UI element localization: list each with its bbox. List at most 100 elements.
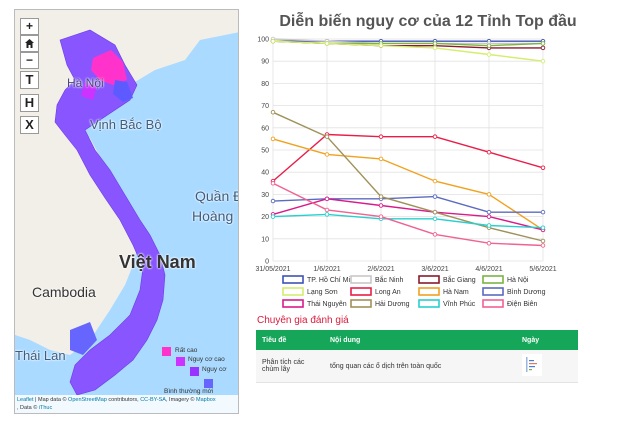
data-point: [324, 134, 330, 139]
data-point: [270, 198, 276, 204]
label-vietnam: Việt Nam: [119, 252, 196, 272]
row-thumbnail-cell[interactable]: [516, 350, 578, 383]
expert-heading: Chuyên gia đánh giá: [257, 315, 349, 326]
expert-table: Tiêu đề Nội dung Ngày Phân tích các chùm …: [256, 330, 578, 383]
chart-thumbnail-icon[interactable]: [522, 354, 542, 376]
column-header-date: Ngày: [516, 330, 578, 350]
legend-label-risk: Nguy cơ: [202, 366, 227, 373]
row-title-line: chùm lây: [262, 366, 291, 373]
data-point: [432, 178, 438, 184]
label-islands-2: Hoàng: [192, 208, 234, 224]
data-point: [432, 209, 438, 215]
table-row[interactable]: Phân tích các chùm lây tổng quan các ổ dị…: [256, 350, 578, 383]
row-title[interactable]: Phân tích các chùm lây: [256, 350, 324, 383]
series-line: [272, 138, 544, 231]
data-point: [432, 41, 438, 46]
label-hanoi: Hà Nội: [67, 76, 104, 90]
data-point: [378, 214, 384, 219]
layer-t-button[interactable]: T: [20, 71, 39, 89]
data-point: [486, 214, 492, 219]
series-line: [272, 182, 544, 247]
label-cambodia: Cambodia: [32, 284, 96, 300]
data-point: [432, 216, 438, 222]
legend-swatch-new-normal: [204, 379, 213, 388]
column-header-title: Tiêu đề: [256, 330, 324, 350]
hcmc-area[interactable]: [70, 322, 97, 355]
hanoi-high-risk-area[interactable]: [91, 50, 127, 85]
series-line: [272, 40, 544, 62]
data-point: [270, 181, 276, 186]
layer-x-button[interactable]: X: [20, 116, 39, 134]
data-point: [324, 196, 330, 202]
data-point: [324, 152, 330, 157]
data-point: [540, 209, 546, 215]
data-point: [486, 52, 492, 57]
data-point: [486, 192, 492, 197]
hanam-area[interactable]: [81, 82, 97, 100]
license-link[interactable]: CC-BY-SA: [140, 397, 166, 403]
risk-trend-chart: 0 10 20 30 40 50 60 70 80 90 100 31/05/2021 1/6/2021…: [255, 37, 556, 309]
data-point: [378, 203, 384, 208]
x-tick-label: 3/6/2021: [421, 266, 448, 273]
data-point: [378, 134, 384, 139]
expert-table-header: Tiêu đề Nội dung Ngày: [256, 330, 578, 350]
data-point: [378, 43, 384, 48]
risk-legend: Rất cao Nguy cơ cao Nguy cơ Bình thường …: [162, 339, 238, 403]
bacninh-area[interactable]: [113, 80, 133, 102]
legend-swatch: [482, 299, 504, 308]
legend-label: Điện Biên: [507, 301, 537, 308]
legend-label: Hải Dương: [375, 301, 410, 308]
y-tick-label: 50: [261, 148, 269, 155]
layer-h-button[interactable]: H: [20, 94, 39, 112]
data-point: [378, 156, 384, 162]
zoom-out-button[interactable]: −: [20, 52, 39, 69]
data-point: [540, 165, 546, 171]
legend-label-very-high: Rất cao: [175, 347, 198, 354]
data-point: [540, 45, 546, 51]
legend-swatch-risk: [190, 367, 199, 376]
row-content: tổng quan các ổ dịch trên toàn quốc: [324, 350, 516, 383]
home-button[interactable]: [20, 35, 39, 52]
data-point: [432, 45, 438, 51]
y-tick-label: 0: [265, 259, 269, 266]
mapbox-link[interactable]: Mapbox: [196, 397, 216, 403]
y-tick-label: 40: [261, 170, 269, 177]
legend-swatch: [350, 275, 372, 284]
chart-title: Diễn biến nguy cơ của 12 Tỉnh Top đầu: [279, 13, 577, 30]
data-point: [486, 149, 492, 155]
legend-swatch: [282, 275, 304, 284]
map-panel[interactable]: + − T H X Hà Nội Vịnh Bắc Bộ Quần Đ Hoàn…: [14, 9, 239, 414]
legend-label: TP. Hồ Chí Minh: [307, 275, 358, 284]
home-icon: [25, 39, 34, 48]
legend-swatch: [482, 275, 504, 284]
data-point: [540, 41, 546, 46]
data-point: [270, 110, 276, 115]
leaflet-link[interactable]: Leaflet: [17, 397, 34, 403]
legend-swatch: [282, 287, 304, 296]
legend-label-new-normal: Bình thường mới: [164, 388, 214, 395]
series-line: [272, 111, 544, 242]
data-point: [432, 194, 438, 199]
osm-link[interactable]: OpenStreetMap: [68, 397, 107, 403]
legend-swatch-high: [176, 357, 185, 366]
data-point: [324, 41, 330, 46]
label-thailand: Thái Lan: [15, 348, 66, 363]
y-tick-label: 80: [261, 81, 269, 88]
legend-label: Hà Nam: [443, 289, 469, 296]
legend-label: Long An: [375, 289, 401, 296]
y-tick-label: 90: [261, 59, 269, 66]
column-header-content: Nội dung: [324, 330, 516, 350]
map-canvas[interactable]: [15, 10, 239, 414]
attribution-text: , Data ©: [17, 405, 39, 411]
data-point: [270, 38, 276, 44]
label-gulf-tonkin: Vịnh Bắc Bộ: [90, 117, 162, 132]
zoom-in-button[interactable]: +: [20, 18, 39, 35]
ithuc-link[interactable]: iThuc: [38, 405, 53, 411]
row-title-line: Phân tích các: [262, 359, 305, 366]
y-tick-label: 70: [261, 103, 269, 110]
y-tick-label: 100: [257, 37, 269, 44]
data-point: [270, 214, 276, 219]
vietnam-risk-area[interactable]: [54, 29, 166, 396]
x-tick-label: 5/6/2021: [529, 266, 556, 273]
data-point: [270, 136, 276, 142]
